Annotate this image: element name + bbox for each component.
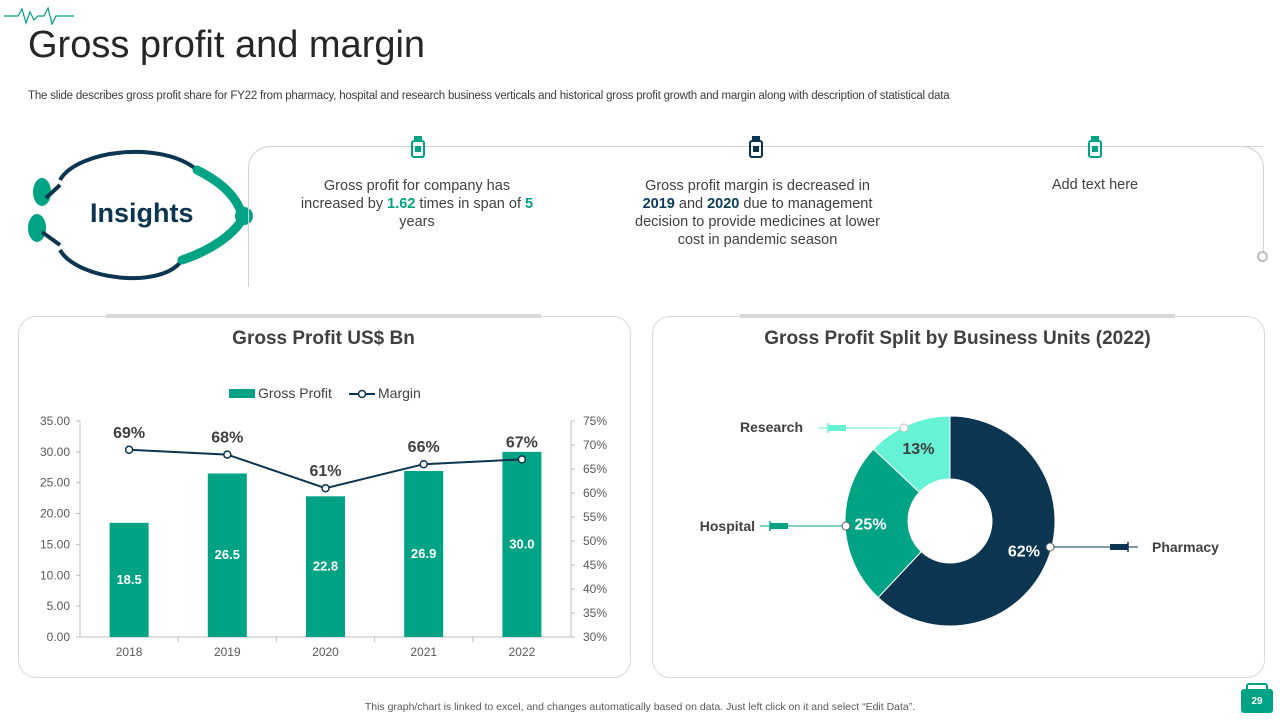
insight-1-mid: times in span of (415, 196, 525, 212)
heartbeat-icon (4, 6, 74, 26)
x-tick-label: 2021 (410, 645, 437, 659)
y-left-tick-label: 5.00 (47, 599, 71, 613)
y-right-tick-label: 30% (583, 630, 607, 644)
x-tick-label: 2022 (509, 645, 536, 659)
insight-frame-end (1240, 146, 1264, 252)
insight-text-3[interactable]: Add text here (1051, 177, 1139, 193)
medicine-bottle-icon (411, 136, 425, 158)
bar-2018 (109, 522, 149, 637)
donut-slice-hospital (844, 448, 922, 599)
y-left-tick-label: 30.00 (40, 445, 70, 459)
donut-category-label: Pharmacy (1152, 539, 1219, 555)
insight-1-num1: 1.62 (387, 196, 416, 212)
hospital-callout-dot (841, 521, 851, 531)
y-right-tick-label: 70% (583, 438, 607, 452)
bar-value-label: 26.9 (411, 546, 436, 561)
pharmacy-callout-dot (1045, 542, 1055, 552)
insight-text-1: Gross profit for company has increased b… (297, 177, 537, 231)
y-right-tick-label: 60% (583, 486, 607, 500)
y-left-tick-label: 0.00 (47, 630, 71, 644)
insight-2-post: due to management decision to provide me… (635, 196, 881, 248)
business-split-donut-chart[interactable]: 62% 25% 13% Pharmacy Hospital Research (652, 370, 1263, 670)
panel-top-bar (106, 314, 541, 318)
y-right-tick-label: 50% (583, 534, 607, 548)
donut-slice-pharmacy (877, 415, 1056, 627)
y-right-tick-label: 40% (583, 582, 607, 596)
insight-2-mid: and (674, 196, 708, 212)
insight-1-pre: Gross profit for company has increased b… (300, 178, 511, 212)
bar-value-label: 18.5 (116, 572, 141, 587)
donut-slice-research (872, 415, 951, 493)
y-right-tick-label: 35% (583, 606, 607, 620)
panel-top-bar (740, 314, 1175, 318)
insight-1-post: years (399, 214, 435, 230)
bar-2022 (502, 451, 542, 637)
gross-profit-chart[interactable]: 0.00 5.00 10.00 15.00 20.00 25.00 30.00 35.00 30… (18, 370, 629, 670)
page-number: 29 (1241, 689, 1273, 713)
insight-text-2: Gross profit margin is decreased in 2019… (635, 177, 880, 249)
medicine-bottle-icon (1088, 136, 1102, 158)
insight-2-pre: Gross profit margin is decreased in (645, 178, 870, 194)
x-tick-label: 2018 (116, 645, 143, 659)
y-left-tick-label: 20.00 (40, 507, 70, 521)
briefcase-icon (1246, 683, 1268, 691)
insight-2-num1: 2019 (642, 196, 675, 212)
legend-gross-profit-swatch (229, 389, 255, 398)
insight-1-num2: 5 (525, 196, 534, 212)
slide-title: Gross profit and margin (28, 24, 426, 66)
bar-2021 (404, 470, 444, 637)
research-syringe-icon (828, 425, 846, 431)
donut-value-label: 13% (902, 441, 934, 458)
insight-frame-endpoint (1257, 251, 1268, 262)
x-tick-label: 2019 (214, 645, 241, 659)
y-left-tick-label: 15.00 (40, 537, 70, 551)
y-left-tick-label: 25.00 (40, 476, 70, 490)
donut-chart-title: Gross Profit Split by Business Units (20… (764, 328, 1151, 349)
legend-gross-profit-label: Gross Profit (258, 385, 332, 401)
donut-category-label: Hospital (700, 518, 755, 534)
margin-value-label: 67% (506, 434, 538, 451)
donut-category-label: Research (740, 419, 803, 435)
donut-value-label: 25% (855, 516, 887, 533)
bar-value-label: 30.0 (509, 536, 534, 551)
y-right-tick-label: 55% (583, 510, 607, 524)
hospital-syringe-icon (770, 523, 788, 529)
medicine-bottle-icon (749, 136, 763, 158)
bar-value-label: 22.8 (313, 559, 338, 574)
y-left-tick-label: 35.00 (40, 414, 70, 428)
insights-label: Insights (90, 198, 194, 228)
x-tick-label: 2020 (312, 645, 339, 659)
legend-margin-marker (357, 389, 367, 399)
bar-chart-title: Gross Profit US$ Bn (232, 328, 415, 349)
y-right-tick-label: 45% (583, 558, 607, 572)
donut-value-label: 62% (1008, 543, 1040, 560)
research-callout-dot (899, 423, 909, 433)
bar-2019 (207, 473, 247, 637)
footer-note: This graph/chart is linked to excel, and… (364, 701, 916, 713)
bar-2020 (306, 496, 345, 637)
legend-margin-label: Margin (378, 385, 421, 401)
y-right-tick-label: 75% (583, 414, 607, 428)
y-right-tick-label: 65% (583, 462, 607, 476)
bar-value-label: 26.5 (215, 547, 240, 562)
margin-point (517, 455, 527, 464)
margin-point (419, 459, 428, 469)
margin-value-label: 68% (211, 430, 243, 447)
y-left-tick-label: 10.00 (40, 568, 70, 582)
pharmacy-syringe-icon (1110, 544, 1128, 550)
margin-point (223, 450, 232, 459)
margin-value-label: 69% (113, 425, 145, 442)
margin-point (321, 483, 330, 493)
margin-point (124, 445, 134, 455)
slide-subtitle: The slide describes gross profit share f… (28, 90, 950, 102)
margin-value-label: 61% (309, 463, 341, 480)
margin-value-label: 66% (408, 439, 440, 456)
insight-2-num2: 2020 (707, 196, 740, 212)
